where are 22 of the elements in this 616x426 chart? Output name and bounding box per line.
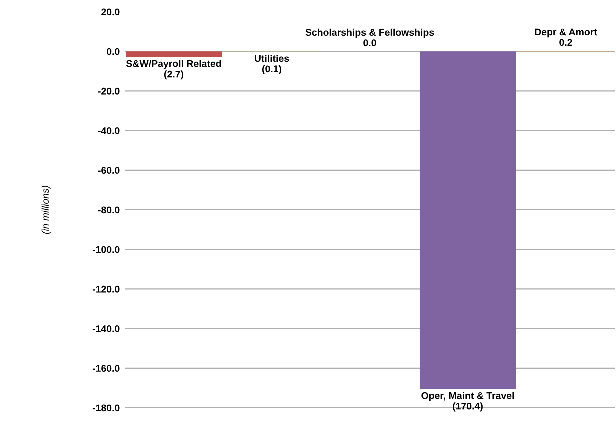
data-label: 0.0 xyxy=(364,40,376,47)
y-tick-label: -40.0 xyxy=(98,128,120,134)
data-label: 0.2 xyxy=(560,39,572,46)
y-tick-label: -60.0 xyxy=(98,167,120,174)
y-tick-label: -140.0 xyxy=(92,326,120,332)
y-tick-label: -20.0 xyxy=(98,88,120,95)
x-tick-label: Utilities xyxy=(255,54,290,62)
y-tick-label: -80.0 xyxy=(98,206,120,214)
data-label: (0.1) xyxy=(262,65,282,74)
y-tick-label: -120.0 xyxy=(92,286,120,293)
data-label: (170.4) xyxy=(453,402,483,412)
y-tick-label: -100.0 xyxy=(92,246,120,254)
x-tick-label: S&W/Payroll Related xyxy=(126,60,222,70)
y-tick-label: 20.0 xyxy=(102,8,120,16)
data-label: (2.7) xyxy=(164,70,184,80)
x-tick-label: Depr & Amort xyxy=(535,28,598,38)
y-tick-label: 0.0 xyxy=(107,48,120,56)
y-axis-title: (in millions) xyxy=(42,186,51,234)
y-tick-label: -160.0 xyxy=(92,365,120,372)
x-tick-label: Scholarships & Fellowships xyxy=(306,28,434,38)
x-tick-label: Oper, Maint & Travel xyxy=(422,392,514,402)
y-tick-label: -180.0 xyxy=(92,404,120,412)
